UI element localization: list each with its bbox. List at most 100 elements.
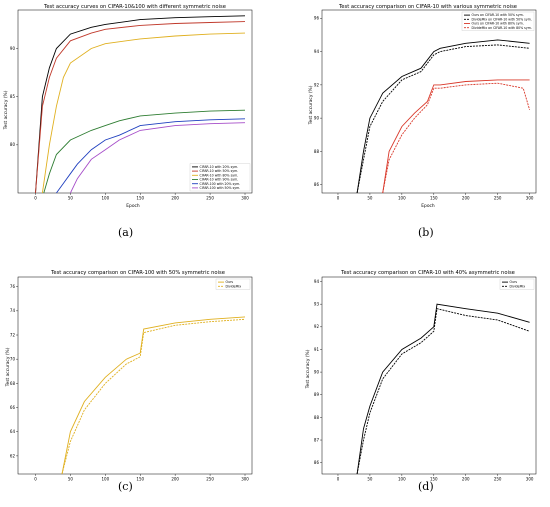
y-axis-label: Test accuracy (%) (5, 347, 11, 387)
plot-area: 0 50 100 150 200 250 300 80 85 90 CIFAR-10 with 20… (10, 9, 253, 201)
legend-box (499, 278, 535, 290)
chart-b: Test accuracy comparison on CIFAR-10 wit… (308, 4, 537, 209)
x-tick-label: 300 (241, 196, 249, 201)
chart-title: Test accuracy comparison on CIFAR-100 wi… (50, 270, 225, 276)
y-tick-label: 96 (314, 16, 320, 21)
x-tick-label: 50 (68, 196, 74, 201)
y-tick-label: 80 (10, 142, 16, 147)
legend-label: CIFAR-10 with 20% sym. (200, 165, 239, 169)
y-tick-label: 88 (314, 415, 320, 420)
x-tick-label: 200 (462, 196, 470, 201)
x-tick-label: 250 (206, 477, 214, 482)
series-line-1 (356, 39, 530, 193)
x-tick-label: 150 (136, 196, 144, 201)
y-tick-label: 85 (10, 94, 16, 99)
legend-label: DivideMix on CIFAR-10 with 50% sym. (472, 17, 532, 21)
legend-label: DivideMix (510, 284, 526, 288)
x-tick-label: 50 (367, 196, 373, 201)
legend-box (461, 11, 535, 31)
y-tick-label: 62 (10, 453, 16, 458)
legend-box (189, 163, 251, 192)
legend-box (215, 278, 251, 290)
x-tick-label: 250 (206, 196, 214, 201)
chart-c: Test accuracy comparison on CIFAR-100 wi… (5, 270, 253, 482)
chart-title: Test accuracy comparison on CIFAR-10 wit… (340, 270, 515, 276)
legend-label: Ours (226, 280, 234, 284)
series-line-3 (382, 79, 530, 193)
legend-label: Ours (510, 280, 518, 284)
x-tick-label: 150 (430, 196, 438, 201)
legend-label: CIFAR-10 with 80% sym. (200, 173, 239, 177)
chart-title: Test accuracy curves on CIFAR-10&100 wit… (43, 4, 226, 10)
y-tick-label: 86 (314, 182, 320, 187)
x-tick-label: 100 (101, 477, 109, 482)
x-tick-label: 300 (526, 477, 534, 482)
legend-label: CIFAR-100 with 20% sym. (200, 182, 241, 186)
legend-label: Ours on CIFAR-10 with 80% sym. (472, 22, 524, 26)
series-line-1 (35, 15, 246, 193)
series-line-2 (356, 44, 530, 193)
axes-frame (17, 9, 253, 194)
x-tick-label: 100 (101, 196, 109, 201)
y-tick-label: 68 (10, 381, 16, 386)
x-tick-label: 200 (171, 196, 179, 201)
caption-c: (c) (118, 480, 133, 493)
y-tick-label: 86 (314, 460, 320, 465)
x-tick-label: 50 (367, 477, 373, 482)
series-line-4 (43, 109, 246, 193)
caption-b: (b) (418, 226, 434, 239)
legend-label: DivideMix on CIFAR-10 with 80% sym. (472, 26, 532, 30)
y-tick-label: 90 (314, 116, 320, 121)
x-tick-label: 0 (34, 196, 37, 201)
caption-a: (a) (118, 226, 134, 239)
y-tick-label: 74 (10, 308, 16, 313)
x-tick-label: 150 (430, 477, 438, 482)
series-line-3 (41, 32, 246, 193)
y-tick-label: 93 (314, 302, 320, 307)
series-line-2 (61, 318, 246, 474)
x-tick-label: 0 (34, 477, 37, 482)
y-axis-label: Test accuracy (%) (305, 349, 311, 389)
y-tick-label: 92 (314, 82, 320, 87)
y-tick-label: 90 (314, 370, 320, 375)
x-axis-label: Epoch (126, 203, 140, 209)
y-tick-label: 76 (10, 284, 16, 289)
series-line-1 (61, 316, 246, 474)
axes-frame (17, 276, 253, 475)
y-tick-label: 94 (314, 279, 320, 284)
plot-area: 0 50 100 150 200 250 300 86 88 90 92 94 96 Ours on CI… (314, 9, 537, 201)
legend-label: CIFAR-100 with 50% sym. (200, 186, 241, 190)
series-line-2 (356, 308, 530, 474)
y-tick-label: 89 (314, 392, 320, 397)
legend-label: CIFAR-10 with 90% sym. (200, 178, 239, 182)
x-tick-label: 200 (171, 477, 179, 482)
y-axis-label: Test accuracy (%) (308, 85, 314, 125)
x-tick-label: 0 (337, 477, 340, 482)
y-axis-label: Test accuracy (%) (3, 90, 9, 130)
y-tick-label: 94 (314, 49, 320, 54)
x-tick-label: 300 (241, 477, 249, 482)
y-tick-label: 91 (314, 347, 320, 352)
y-tick-label: 88 (314, 149, 320, 154)
x-tick-label: 250 (494, 477, 502, 482)
series-line-2 (35, 21, 246, 193)
caption-d: (d) (418, 480, 434, 493)
x-axis-label: Epoch (421, 203, 435, 209)
legend-label: Ours on CIFAR-10 with 50% sym. (472, 13, 524, 17)
x-tick-label: 250 (494, 196, 502, 201)
y-tick-label: 72 (10, 332, 16, 337)
y-tick-label: 64 (10, 429, 16, 434)
y-tick-label: 87 (314, 437, 320, 442)
x-tick-label: 0 (337, 196, 340, 201)
x-tick-label: 300 (526, 196, 534, 201)
y-tick-label: 66 (10, 405, 16, 410)
series-line-4 (382, 82, 531, 193)
legend: Ours on CIFAR-10 with 50% sym.DivideMix … (461, 11, 535, 31)
chart-a: Test accuracy curves on CIFAR-10&100 wit… (3, 4, 253, 209)
x-tick-label: 50 (68, 477, 74, 482)
y-tick-label: 90 (10, 46, 16, 51)
axes-frame (321, 9, 537, 194)
chart-title: Test accuracy comparison on CIFAR-10 wit… (338, 4, 517, 10)
